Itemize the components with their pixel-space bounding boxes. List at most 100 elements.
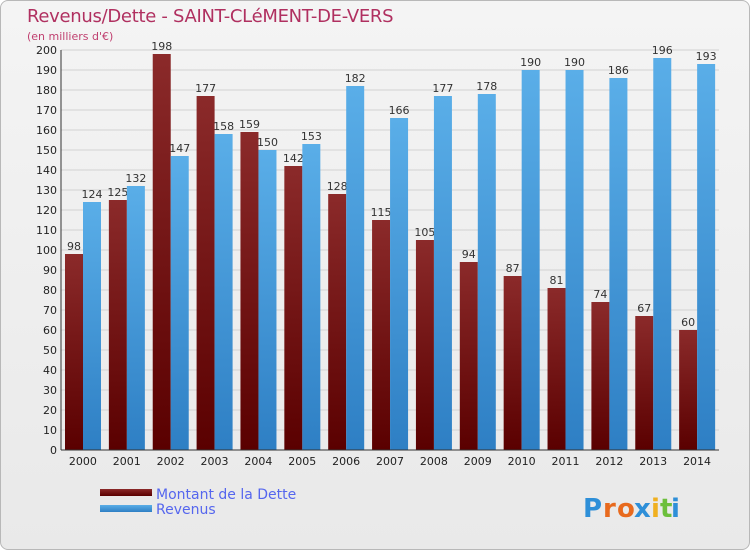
value-label-revenus: 193 xyxy=(696,50,717,63)
chart-title: Revenus/Dette - SAINT-CLéMENT-DE-VERS xyxy=(27,6,394,27)
legend-label-revenus: Revenus xyxy=(156,502,216,518)
y-tick-label: 120 xyxy=(36,204,57,217)
y-tick-label: 130 xyxy=(36,184,57,197)
y-tick-label: 180 xyxy=(36,84,57,97)
value-label-revenus: 182 xyxy=(345,72,366,85)
value-label-debt: 60 xyxy=(681,316,695,329)
bar-revenus xyxy=(170,156,189,450)
value-label-debt: 177 xyxy=(195,82,216,95)
y-tick-label: 190 xyxy=(36,64,57,77)
value-label-revenus: 178 xyxy=(476,80,497,93)
value-label-debt: 98 xyxy=(67,240,81,253)
value-label-revenus: 196 xyxy=(652,44,673,57)
bar-debt xyxy=(415,240,434,450)
logo-letter: i xyxy=(671,494,680,524)
value-label-revenus: 147 xyxy=(169,142,190,155)
bar-revenus xyxy=(390,118,409,450)
y-tick-label: 30 xyxy=(43,384,57,397)
logo-letter: x xyxy=(634,494,651,524)
value-label-debt: 142 xyxy=(283,152,304,165)
y-tick-label: 60 xyxy=(43,324,57,337)
value-label-revenus: 186 xyxy=(608,64,629,77)
value-label-revenus: 153 xyxy=(301,130,322,143)
bar-debt xyxy=(108,200,127,450)
x-tick-label: 2005 xyxy=(288,455,316,468)
value-label-debt: 87 xyxy=(506,262,520,275)
y-tick-label: 0 xyxy=(50,444,57,457)
axes: 0 10 20 30 40 50 60 70 80 90 100 110 120 130 140 150 160… xyxy=(36,44,719,468)
bar-revenus xyxy=(697,64,716,450)
x-tick-label: 2010 xyxy=(508,455,536,468)
bar-revenus xyxy=(302,144,321,450)
y-tick-label: 10 xyxy=(43,424,57,437)
legend-swatch-debt xyxy=(100,489,152,496)
chart-subtitle: (en milliers d'€) xyxy=(27,30,114,43)
bar-revenus xyxy=(565,70,584,450)
x-tick-label: 2006 xyxy=(332,455,360,468)
bar-revenus xyxy=(433,96,452,450)
value-label-debt: 115 xyxy=(371,206,392,219)
value-label-debt: 128 xyxy=(327,180,348,193)
y-tick-label: 50 xyxy=(43,344,57,357)
y-tick-label: 100 xyxy=(36,244,57,257)
bar-revenus xyxy=(346,86,365,450)
x-tick-label: 2009 xyxy=(464,455,492,468)
x-tick-label: 2014 xyxy=(683,455,711,468)
x-tick-label: 2003 xyxy=(201,455,229,468)
value-label-debt: 105 xyxy=(414,226,435,239)
y-tick-label: 90 xyxy=(43,264,57,277)
bar-debt xyxy=(372,220,391,450)
bar-revenus xyxy=(521,70,540,450)
x-tick-label: 2004 xyxy=(244,455,272,468)
logo-letter: i xyxy=(651,494,660,524)
bar-debt xyxy=(591,302,610,450)
bar-debt xyxy=(240,132,259,450)
bar-revenus xyxy=(214,134,233,450)
bar-debt xyxy=(196,96,215,450)
y-tick-label: 110 xyxy=(36,224,57,237)
logo-letter: P xyxy=(583,494,602,524)
bar-debt xyxy=(635,316,654,450)
bar-debt xyxy=(547,288,566,450)
bar-debt xyxy=(152,54,171,450)
bar-debt xyxy=(503,276,522,450)
x-tick-label: 2002 xyxy=(157,455,185,468)
y-tick-label: 20 xyxy=(43,404,57,417)
bar-debt xyxy=(65,254,83,450)
x-tick-label: 2008 xyxy=(420,455,448,468)
legend-swatch-revenus xyxy=(100,505,152,512)
bar-revenus xyxy=(653,58,672,450)
value-label-revenus: 124 xyxy=(82,188,103,201)
value-label-revenus: 177 xyxy=(432,82,453,95)
logo-letter: r xyxy=(603,494,616,524)
x-tick-label: 2001 xyxy=(113,455,141,468)
value-label-revenus: 190 xyxy=(564,56,585,69)
bar-revenus xyxy=(477,94,496,450)
x-tick-label: 2013 xyxy=(639,455,667,468)
bar-debt xyxy=(284,166,303,450)
value-label-debt: 81 xyxy=(550,274,564,287)
y-tick-label: 170 xyxy=(36,104,57,117)
value-label-debt: 159 xyxy=(239,118,260,131)
bar-revenus xyxy=(609,78,628,450)
bar-revenus xyxy=(258,150,277,450)
legend: Montant de la Dette Revenus xyxy=(100,487,296,518)
y-tick-label: 150 xyxy=(36,144,57,157)
bar-debt xyxy=(459,262,478,450)
x-tick-label: 2012 xyxy=(595,455,623,468)
y-tick-label: 140 xyxy=(36,164,57,177)
logo-letter: o xyxy=(617,494,635,524)
bar-debt xyxy=(328,194,347,450)
bar-revenus xyxy=(126,186,145,450)
y-tick-label: 80 xyxy=(43,284,57,297)
y-tick-label: 40 xyxy=(43,364,57,377)
logo-letter: t xyxy=(660,494,672,524)
y-tick-label: 200 xyxy=(36,44,57,57)
legend-label-debt: Montant de la Dette xyxy=(156,487,296,503)
value-label-debt: 125 xyxy=(107,186,128,199)
x-tick-label: 2000 xyxy=(69,455,97,468)
y-tick-label: 160 xyxy=(36,124,57,137)
value-label-debt: 67 xyxy=(637,302,651,315)
